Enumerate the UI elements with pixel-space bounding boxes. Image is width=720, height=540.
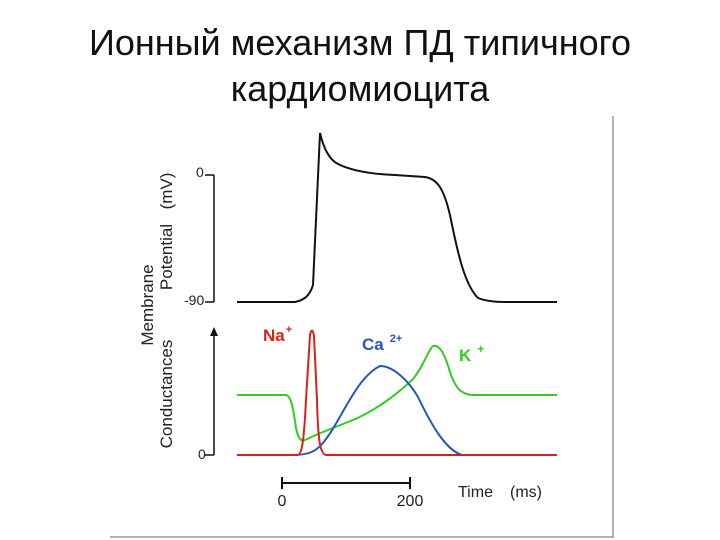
time-axis-unit: (ms) xyxy=(510,484,542,501)
na-label-base: Na xyxy=(263,326,285,345)
time-scale-label-start: 0 xyxy=(278,493,287,510)
na-label: Na+ xyxy=(263,324,292,345)
conductance-axis-arrowhead xyxy=(210,327,218,336)
y-axis-title-membrane: Membrane xyxy=(138,264,157,345)
na-label-charge: + xyxy=(286,324,292,336)
y-axis-title-potential: Potential xyxy=(157,224,176,290)
slide-title: Ионный механизм ПД типичного кардиомиоци… xyxy=(0,20,720,112)
membrane-potential-curve xyxy=(237,132,557,303)
ca-conductance-curve xyxy=(237,364,557,456)
k-conductance-curve xyxy=(237,344,557,442)
k-label-base: K xyxy=(459,346,472,365)
y-axis-title-conductances: Conductances xyxy=(157,340,176,449)
k-label: K + xyxy=(459,342,484,365)
ca-label: Ca 2+ xyxy=(362,333,402,354)
ca-label-charge: 2+ xyxy=(390,333,403,345)
k-label-charge: + xyxy=(477,342,484,356)
time-axis-label: Time xyxy=(458,484,493,501)
slide-title-line-2: кардиомиоцита xyxy=(230,68,490,109)
slide-title-line-1: Ионный механизм ПД типичного xyxy=(89,22,631,63)
potential-tick-label-bottom: -90 xyxy=(184,292,204,308)
conductance-tick-label-zero: 0 xyxy=(198,446,206,462)
na-conductance-curve xyxy=(237,329,557,456)
time-scale-label-end: 200 xyxy=(397,493,424,510)
potential-tick-label-top: 0 xyxy=(196,164,204,180)
y-axis-title-potential-unit: (mV) xyxy=(157,173,176,210)
ca-label-base: Ca xyxy=(362,335,384,354)
